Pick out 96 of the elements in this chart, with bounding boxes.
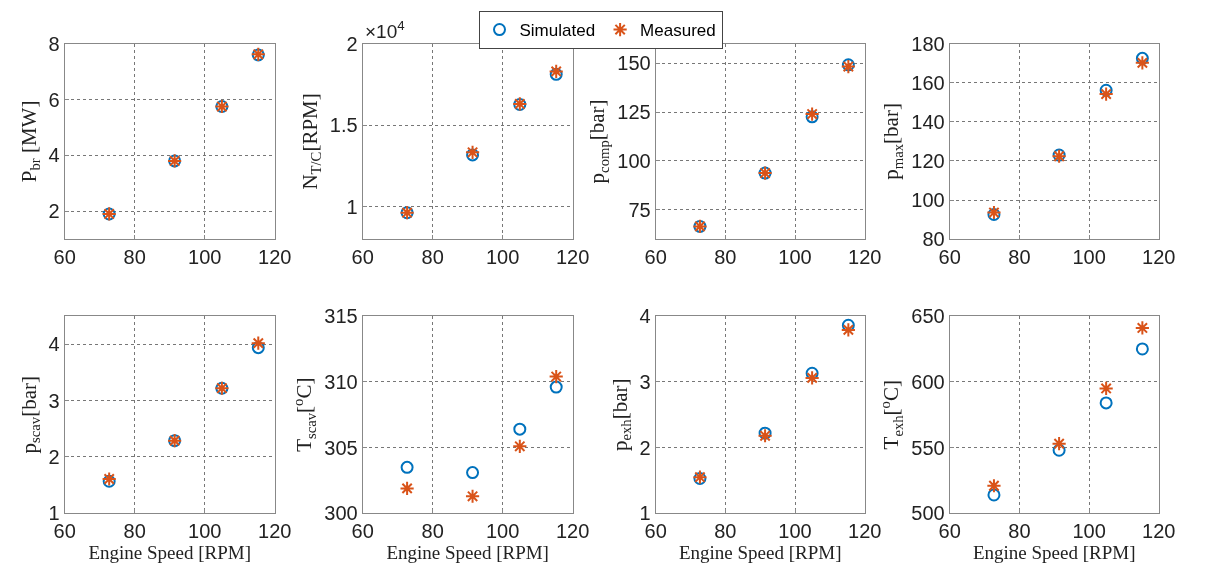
x-tick-label: 100 (778, 520, 812, 543)
x-tick-label: 80 (123, 246, 146, 269)
x-tick-label: 80 (714, 246, 737, 269)
point (1134, 320, 1150, 336)
point (250, 335, 266, 351)
x-tick-label: 120 (258, 520, 292, 543)
x-axis-title: Engine Speed [RPM] (386, 542, 549, 564)
point (1099, 396, 1113, 410)
x-tick-label: 100 (188, 246, 222, 269)
point (548, 368, 564, 385)
y-tick-label: 100 (617, 149, 651, 172)
point (1098, 86, 1114, 102)
x-tick-label: 60 (644, 246, 667, 269)
x-tick-label: 60 (351, 246, 374, 269)
legend-label: Measured (640, 21, 716, 41)
point (841, 318, 855, 332)
y-tick-label: 4 (639, 305, 651, 328)
x-tick-label: 80 (123, 520, 146, 543)
x-tick-label: 120 (555, 520, 590, 543)
point (513, 422, 527, 436)
y-tick-label: 4 (48, 144, 60, 167)
y-tick-label: 75 (628, 198, 651, 221)
y-tick-label: 150 (617, 52, 651, 75)
point (464, 488, 481, 504)
x-tick-label: 100 (485, 246, 520, 269)
x-tick-label: 120 (555, 246, 590, 269)
y-tick-label: 305 (324, 436, 358, 459)
x-tick-label: 120 (1142, 520, 1176, 543)
point (1051, 436, 1067, 452)
point (1098, 380, 1114, 397)
point (840, 322, 856, 338)
y-tick-label: 160 (911, 71, 945, 94)
y-tick-label: 180 (911, 32, 945, 55)
x-tick-label: 120 (258, 246, 292, 269)
point (251, 341, 265, 355)
x-tick-label: 100 (188, 520, 222, 543)
point (466, 466, 480, 480)
point (804, 106, 820, 122)
y-tick-label: 550 (911, 436, 945, 459)
x-tick-label: 80 (714, 520, 737, 543)
x-tick-label: 60 (53, 246, 76, 269)
x-tick-label: 100 (1072, 246, 1106, 269)
point (804, 370, 820, 386)
y-tick-label: 1.5 (329, 114, 358, 137)
x-tick-label: 100 (485, 520, 520, 543)
y-tick-label: 2 (639, 436, 651, 459)
x-tick-label: 120 (848, 246, 882, 269)
point (1135, 342, 1149, 356)
x-tick-label: 80 (421, 246, 444, 269)
point (466, 148, 480, 162)
point (986, 478, 1002, 494)
x-tick-label: 80 (421, 520, 444, 543)
point (512, 438, 528, 454)
point (1052, 443, 1066, 457)
point (399, 480, 415, 496)
y-tick-label: 650 (911, 305, 945, 328)
point (805, 110, 819, 124)
x-tick-label: 80 (1008, 246, 1031, 269)
point (549, 380, 563, 394)
point (805, 366, 819, 380)
x-tick-label: 120 (848, 520, 882, 543)
y-tick-label: 125 (617, 101, 651, 124)
y-tick-label: 3 (639, 370, 651, 393)
x-tick-label: 100 (778, 246, 812, 269)
y-tick-label: 140 (911, 110, 945, 133)
point (987, 488, 1001, 502)
y-tick-label: 310 (324, 370, 358, 393)
y-tick-label: 2 (48, 446, 60, 468)
legend-label: Simulated (519, 21, 596, 41)
y-tick-label: 1 (346, 195, 358, 218)
text: ×10$^{4}$ (365, 18, 405, 42)
point (548, 63, 564, 79)
y-tick-label: 4 (48, 333, 60, 356)
y-tick-label: 600 (911, 370, 945, 393)
x-tick-label: 120 (1142, 246, 1176, 269)
y-tick-label: 315 (324, 305, 358, 328)
point (1135, 51, 1149, 65)
y-tick-label: 120 (911, 149, 945, 172)
x-tick-label: 100 (1072, 520, 1106, 543)
point (464, 144, 481, 160)
point (757, 428, 773, 444)
point (1099, 83, 1113, 97)
y-tick-label: 8 (48, 32, 60, 55)
point (758, 426, 772, 440)
point (549, 67, 563, 81)
y-tick-label: 2 (346, 32, 358, 55)
x-axis-title: Engine Speed [RPM] (972, 542, 1136, 564)
x-axis-title: Engine Speed [RPM] (678, 542, 842, 564)
y-tick-label: 100 (911, 189, 945, 212)
x-axis-title: Engine Speed [RPM] (88, 542, 251, 564)
y-tick-label: 2 (48, 200, 60, 223)
x-tick-label: 80 (1008, 520, 1031, 543)
y-tick-label: 6 (48, 88, 60, 111)
point (1134, 55, 1150, 71)
y-tick-label: 3 (48, 389, 60, 412)
point (400, 460, 414, 474)
